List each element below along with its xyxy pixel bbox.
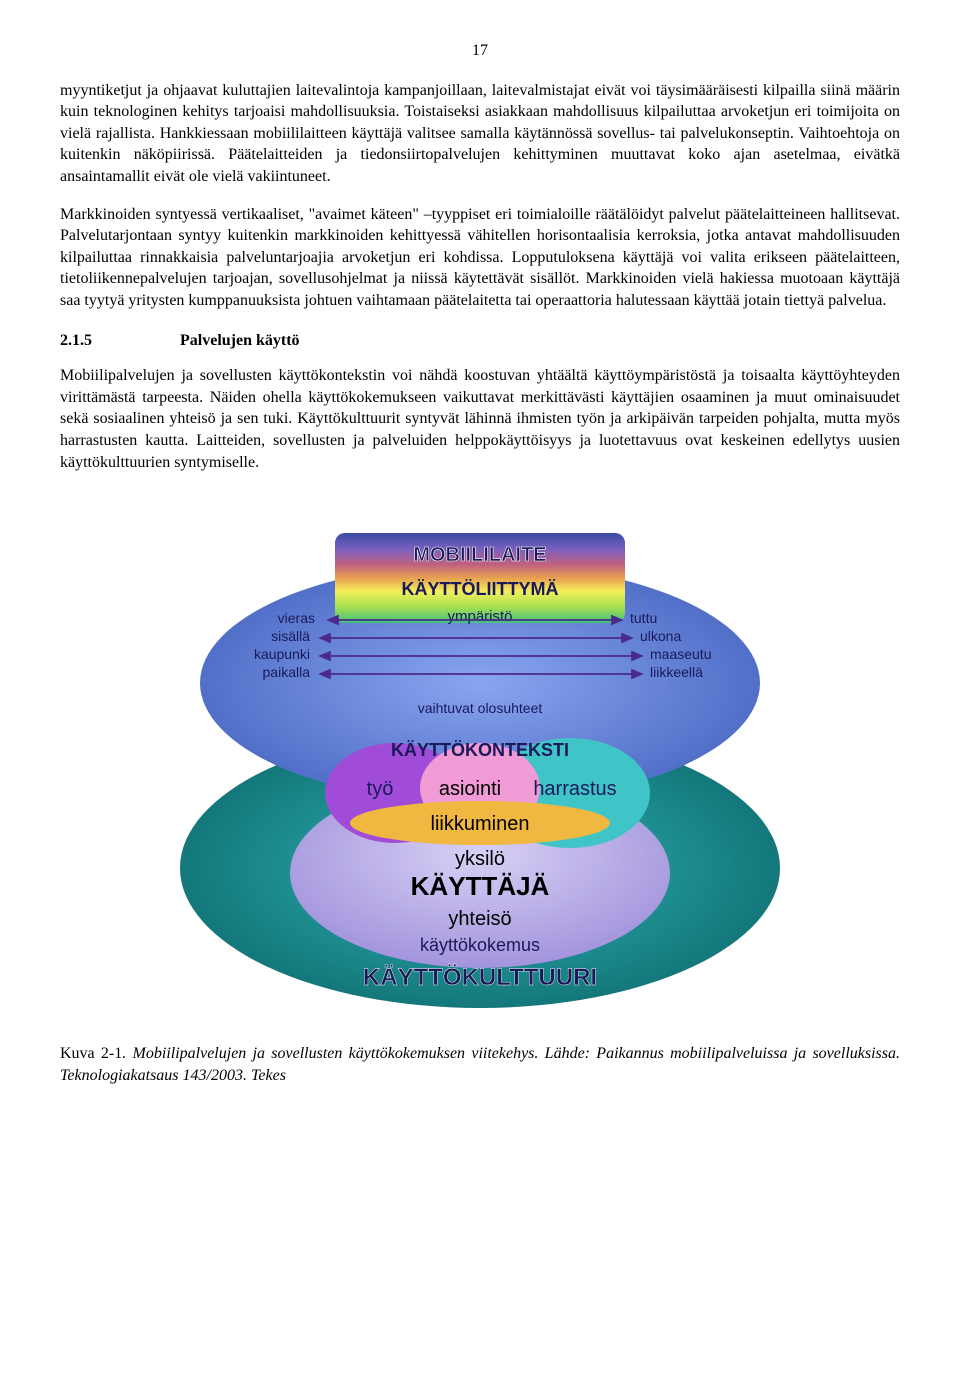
- label-left-4: paikalla: [263, 664, 311, 680]
- label-right-4: liikkeellä: [650, 664, 703, 680]
- label-kayttokulttuuri: KÄYTTÖKULTTUURI: [363, 964, 597, 991]
- label-right-2: ulkona: [640, 628, 681, 644]
- paragraph-3: Mobiilipalvelujen ja sovellusten käyttök…: [60, 365, 900, 473]
- page-number: 17: [60, 40, 900, 62]
- label-tyo: työ: [367, 778, 394, 800]
- label-yhteiso: yhteisö: [448, 908, 511, 930]
- label-right-3: maaseutu: [650, 646, 711, 662]
- label-right-1: tuttu: [630, 610, 657, 626]
- caption-lead: Kuva 2-1: [60, 1045, 122, 1062]
- paragraph-1: myyntiketjut ja ohjaavat kuluttajien lai…: [60, 80, 900, 188]
- label-left-1: vieras: [278, 610, 315, 626]
- paragraph-2: Markkinoiden syntyessä vertikaaliset, "a…: [60, 204, 900, 312]
- label-ymparisto: ympäristö: [447, 608, 512, 625]
- label-asiointi: asiointi: [439, 778, 501, 800]
- label-mobiililaite: MOBIILILAITE: [413, 544, 546, 566]
- label-vaihtuvat: vaihtuvat olosuhteet: [418, 700, 543, 716]
- label-kayttokonteksti: KÄYTTÖKONTEKSTI: [391, 740, 569, 760]
- label-yksilo: yksilö: [455, 848, 505, 870]
- figure-diagram: MOBIILILAITE KÄYTTÖLIITTYMÄ ympäristö vi…: [170, 513, 790, 1013]
- figure-caption: Kuva 2-1. Mobiilipalvelujen ja sovellust…: [60, 1043, 900, 1086]
- label-left-3: kaupunki: [254, 646, 310, 662]
- label-kayttoliittyma: KÄYTTÖLIITTYMÄ: [402, 579, 559, 599]
- section-heading: 2.1.5 Palvelujen käyttö: [60, 330, 900, 352]
- section-title: Palvelujen käyttö: [180, 330, 300, 352]
- label-kayttaja: KÄYTTÄJÄ: [411, 871, 550, 901]
- label-left-2: sisällä: [271, 628, 310, 644]
- caption-text: . Mobiilipalvelujen ja sovellusten käytt…: [60, 1045, 900, 1084]
- label-harrastus: harrastus: [533, 778, 616, 800]
- label-kayttokokemus: käyttökokemus: [420, 935, 540, 955]
- label-liikkuminen: liikkuminen: [431, 813, 530, 835]
- section-number: 2.1.5: [60, 330, 180, 352]
